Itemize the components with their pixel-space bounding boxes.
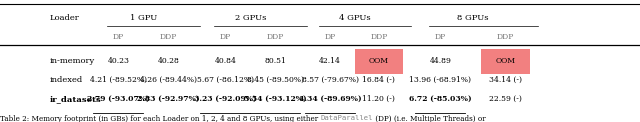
Text: 4 GPUs: 4 GPUs	[339, 14, 371, 22]
Text: 1 GPU: 1 GPU	[130, 14, 157, 22]
Text: 5.54 (-93.12%): 5.54 (-93.12%)	[244, 95, 307, 103]
Text: Table 2: Memory footprint (in GBs) for each Loader on 1, 2, 4 and 8 GPUs, using : Table 2: Memory footprint (in GBs) for e…	[0, 115, 321, 122]
Text: 40.28: 40.28	[157, 57, 179, 65]
Text: DP: DP	[113, 33, 124, 41]
Text: 3.23 (-92.09%): 3.23 (-92.09%)	[194, 95, 257, 103]
Text: Loader: Loader	[50, 14, 79, 22]
Text: DDP: DDP	[159, 33, 177, 41]
Text: DDP: DDP	[370, 33, 388, 41]
Text: 8.57 (-79.67%): 8.57 (-79.67%)	[301, 76, 359, 84]
Text: 42.14: 42.14	[319, 57, 341, 65]
Text: (DP) (i.e. Multiple Threads) or: (DP) (i.e. Multiple Threads) or	[373, 115, 486, 122]
Text: 4.26 (-89.44%): 4.26 (-89.44%)	[140, 76, 197, 84]
Text: 2 GPUs: 2 GPUs	[234, 14, 266, 22]
Text: DP: DP	[220, 33, 231, 41]
Text: 11.20 (-): 11.20 (-)	[362, 95, 396, 103]
Text: 4.34 (-89.69%): 4.34 (-89.69%)	[299, 95, 362, 103]
Text: DDP: DDP	[497, 33, 515, 41]
Text: 40.23: 40.23	[108, 57, 129, 65]
Text: 16.84 (-): 16.84 (-)	[362, 76, 396, 84]
Text: 8 GPUs: 8 GPUs	[457, 14, 489, 22]
Text: in-memory: in-memory	[50, 57, 95, 65]
Text: DP: DP	[435, 33, 446, 41]
Text: 2.79 (-93.07%): 2.79 (-93.07%)	[87, 95, 150, 103]
Text: 80.51: 80.51	[264, 57, 286, 65]
Text: 5.67 (-86.12%): 5.67 (-86.12%)	[196, 76, 254, 84]
Text: 22.59 (-): 22.59 (-)	[489, 95, 522, 103]
FancyBboxPatch shape	[481, 49, 530, 74]
Text: DataParallel: DataParallel	[321, 115, 373, 121]
Text: DP: DP	[324, 33, 336, 41]
Text: ir_datasets: ir_datasets	[50, 95, 102, 103]
FancyBboxPatch shape	[355, 49, 403, 74]
Text: 40.84: 40.84	[214, 57, 236, 65]
Text: 6.72 (-85.03%): 6.72 (-85.03%)	[409, 95, 472, 103]
Text: 34.14 (-): 34.14 (-)	[489, 76, 522, 84]
Text: 44.89: 44.89	[429, 57, 451, 65]
Text: 8.45 (-89.50%): 8.45 (-89.50%)	[246, 76, 304, 84]
Text: OOM: OOM	[369, 57, 389, 65]
Text: 13.96 (-68.91%): 13.96 (-68.91%)	[410, 76, 471, 84]
Text: 2.83 (-92.97%): 2.83 (-92.97%)	[137, 95, 200, 103]
Text: OOM: OOM	[495, 57, 516, 65]
Text: DDP: DDP	[266, 33, 284, 41]
Text: indexed: indexed	[50, 76, 83, 84]
Text: 4.21 (-89.52%): 4.21 (-89.52%)	[90, 76, 147, 84]
